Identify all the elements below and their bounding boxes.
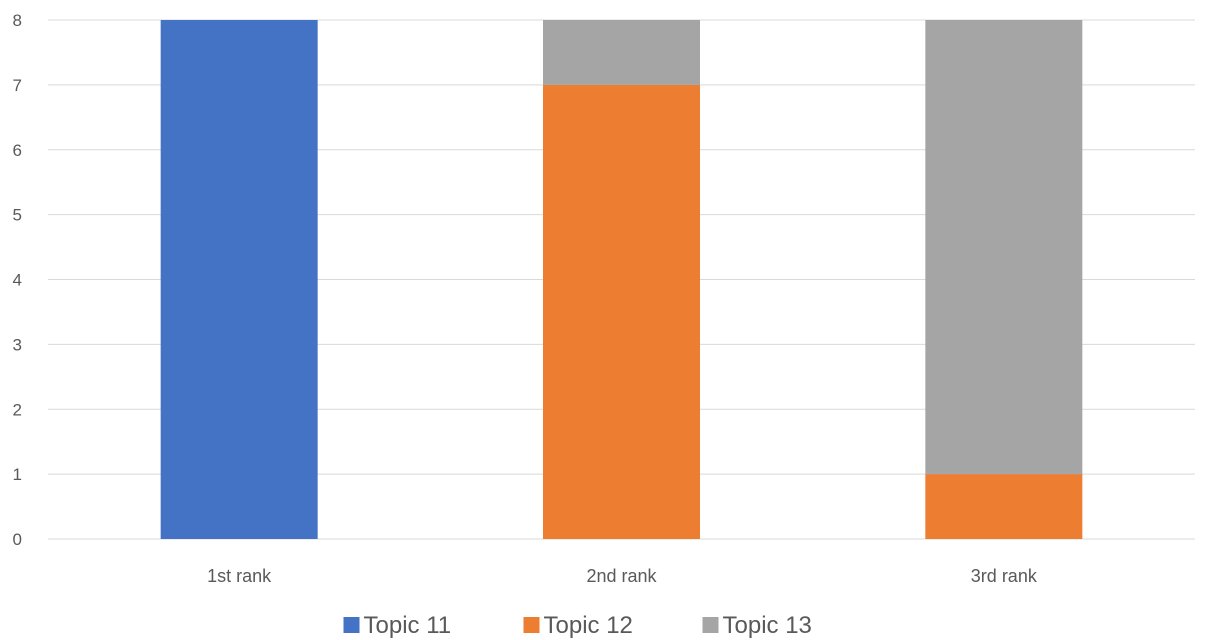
legend-swatch <box>523 617 540 633</box>
legend-label: Topic 13 <box>723 612 812 639</box>
x-tick-label: 1st rank <box>207 566 272 586</box>
y-tick-label: 0 <box>13 530 22 549</box>
legend-label: Topic 11 <box>364 612 452 639</box>
legend-item-3: Topic 13 <box>702 612 812 639</box>
legend-item-2: Topic 12 <box>523 612 633 639</box>
legend-label: Topic 12 <box>544 612 633 639</box>
y-axis-ticks: 0 1 2 3 4 5 6 7 8 <box>13 11 22 549</box>
y-tick-label: 1 <box>13 465 22 484</box>
x-axis-ticks: 1st rank 2nd rank 3rd rank <box>207 566 1038 586</box>
x-tick-label: 3rd rank <box>971 566 1038 586</box>
y-tick-label: 4 <box>13 271 22 290</box>
bar-3-series-3 <box>925 20 1083 475</box>
bar-2-series-3 <box>543 20 700 85</box>
y-tick-label: 8 <box>13 11 22 30</box>
legend: Topic 11 Topic 12 Topic 13 <box>343 612 812 639</box>
x-tick-label: 2nd rank <box>586 566 657 586</box>
bar-1-series-1 <box>160 20 318 539</box>
bar-2-series-2 <box>543 84 700 539</box>
y-tick-label: 3 <box>13 335 22 354</box>
bar-3-series-2 <box>925 474 1083 539</box>
legend-swatch <box>343 617 360 633</box>
y-tick-label: 5 <box>13 206 22 225</box>
y-tick-label: 2 <box>13 400 22 419</box>
y-tick-label: 7 <box>13 76 22 95</box>
legend-swatch <box>702 617 719 633</box>
legend-item-1: Topic 11 <box>343 612 452 639</box>
bars <box>160 20 1083 539</box>
y-tick-label: 6 <box>13 141 22 160</box>
